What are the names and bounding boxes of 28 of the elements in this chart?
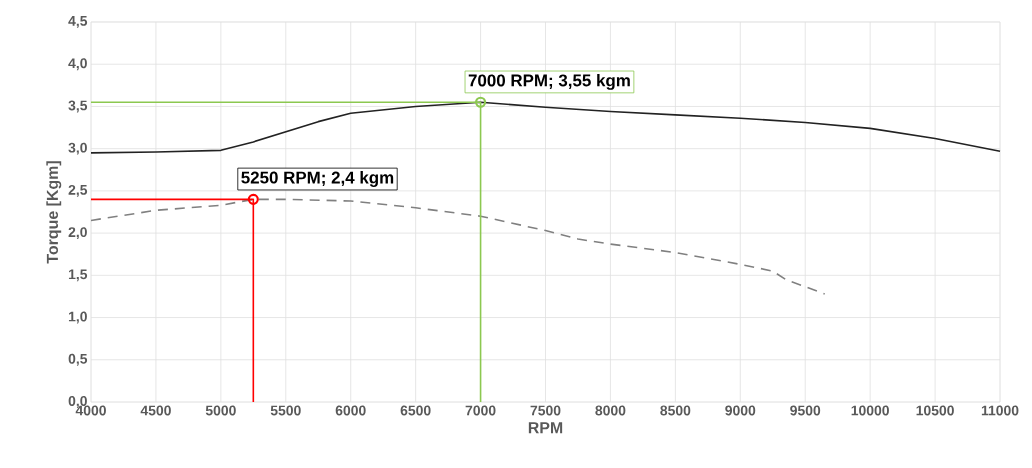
x-tick-label: 9500 — [790, 405, 821, 416]
x-tick-label: 8000 — [595, 405, 626, 416]
x-tick-label: 10000 — [851, 405, 889, 416]
x-tick-label: 9000 — [725, 405, 756, 416]
x-tick-label: 7500 — [530, 405, 561, 416]
x-tick-label: 5500 — [270, 405, 301, 416]
y-tick-label: 0,5 — [68, 353, 88, 366]
y-tick-label: 2,5 — [68, 184, 88, 197]
x-axis-title: RPM — [528, 422, 563, 434]
y-tick-label: 2,0 — [68, 227, 87, 240]
annotation: 7000 RPM; 3,55 kgm — [468, 74, 630, 90]
annotation: 5250 RPM; 2,4 kgm — [241, 171, 394, 187]
y-tick-label: 4,5 — [68, 16, 88, 28]
x-tick-label: 11000 — [981, 405, 1019, 416]
x-tick-label: 6000 — [335, 405, 366, 416]
y-tick-label: 3,5 — [68, 100, 88, 113]
y-tick-label: 3,0 — [68, 142, 87, 155]
x-tick-label: 4500 — [140, 405, 171, 416]
x-tick-label: 8500 — [660, 405, 691, 416]
y-tick-label: 1,5 — [68, 269, 88, 282]
x-tick-label: 5000 — [205, 405, 236, 416]
y-axis-title: Torque [Kgm] — [46, 161, 62, 264]
x-tick-label: 6500 — [400, 405, 431, 416]
x-tick-label: 10500 — [916, 405, 954, 416]
x-tick-label: 7000 — [465, 405, 496, 416]
y-tick-label: 4,0 — [68, 58, 87, 71]
y-tick-label: 1,0 — [68, 311, 87, 324]
line-series — [90, 198, 826, 295]
